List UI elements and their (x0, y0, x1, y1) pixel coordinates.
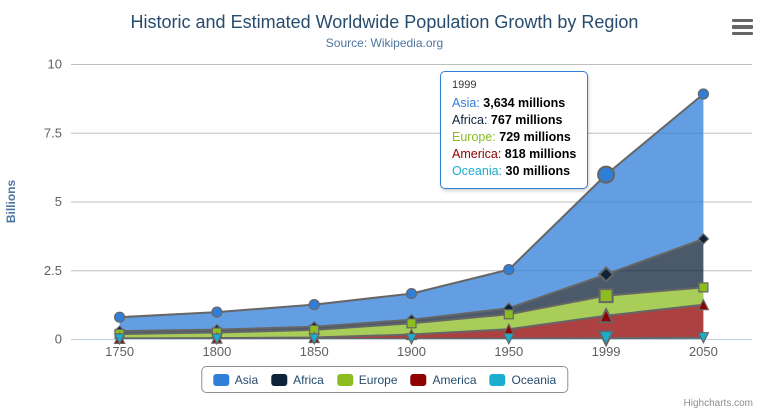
x-axis-tick-label: 1950 (494, 344, 523, 359)
export-menu-button[interactable] (732, 19, 753, 35)
marker-europe-1950[interactable] (503, 309, 514, 320)
legend-swatch-icon (489, 373, 506, 386)
x-axis-tick-label: 1900 (397, 344, 426, 359)
marker-america-2050[interactable] (697, 298, 710, 311)
x-axis-tick-label: 1999 (592, 344, 621, 359)
marker-europe-2050[interactable] (698, 282, 709, 293)
burger-bar-icon (732, 31, 753, 35)
y-axis-tick-label: 10 (48, 57, 62, 72)
marker-oceania-1850[interactable] (308, 333, 321, 346)
marker-asia-1999[interactable] (597, 165, 616, 184)
credits-link[interactable]: Highcharts.com (683, 398, 753, 409)
marker-oceania-1999[interactable] (597, 330, 615, 348)
marker-asia-1950[interactable] (503, 264, 515, 276)
chart-subtitle: Source: Wikipedia.org (325, 36, 444, 50)
area-series-africa[interactable] (119, 238, 704, 334)
burger-bar-icon (732, 25, 753, 29)
legend-label: Asia (234, 372, 259, 387)
marker-oceania-2050[interactable] (697, 332, 710, 345)
marker-africa-2050[interactable] (697, 233, 710, 245)
y-axis-tick-label: 5 (55, 194, 62, 209)
marker-europe-1900[interactable] (406, 318, 417, 329)
legend: Asia Africa Europe America Oceania (200, 366, 569, 393)
x-axis-tick-label: 1800 (202, 344, 231, 359)
legend-label: America (432, 372, 477, 387)
marker-africa-1999[interactable] (597, 266, 615, 283)
legend-swatch-icon (336, 373, 353, 386)
x-axis-tick-label: 2050 (689, 344, 718, 359)
legend-swatch-icon (271, 373, 288, 386)
legend-item-europe[interactable]: Europe (336, 372, 398, 387)
y-axis-tick-label: 0 (55, 332, 62, 347)
y-axis-tick-label: 2.5 (44, 263, 62, 278)
legend-item-oceania[interactable]: Oceania (489, 372, 557, 387)
legend-swatch-icon (410, 373, 427, 386)
marker-asia-2050[interactable] (697, 88, 710, 100)
marker-asia-1900[interactable] (405, 288, 418, 300)
marker-oceania-1900[interactable] (405, 333, 418, 346)
x-axis-tick-label: 1750 (105, 344, 134, 359)
marker-asia-1800[interactable] (211, 306, 223, 318)
legend-item-asia[interactable]: Asia (212, 372, 259, 387)
legend-item-africa[interactable]: Africa (271, 372, 324, 387)
marker-asia-1850[interactable] (308, 299, 320, 311)
marker-oceania-1750[interactable] (113, 333, 126, 346)
legend-label: Africa (293, 372, 324, 387)
area-series-america[interactable] (119, 304, 704, 339)
y-axis-title: Billions (4, 180, 18, 224)
legend-item-america[interactable]: America (410, 372, 477, 387)
legend-label: Oceania (511, 372, 557, 387)
y-axis-tick-label: 7.5 (44, 125, 62, 140)
chart-title: Historic and Estimated Worldwide Populat… (130, 12, 639, 32)
marker-america-1999[interactable] (597, 306, 615, 324)
legend-swatch-icon (212, 373, 229, 386)
burger-bar-icon (732, 19, 753, 23)
marker-oceania-1950[interactable] (502, 333, 515, 345)
legend-label: Europe (358, 372, 398, 387)
marker-asia-1750[interactable] (113, 311, 126, 323)
x-axis-tick-label: 1850 (300, 344, 329, 359)
marker-europe-1999[interactable] (598, 288, 614, 304)
marker-oceania-1800[interactable] (210, 333, 223, 346)
area-series-asia[interactable] (119, 94, 704, 332)
